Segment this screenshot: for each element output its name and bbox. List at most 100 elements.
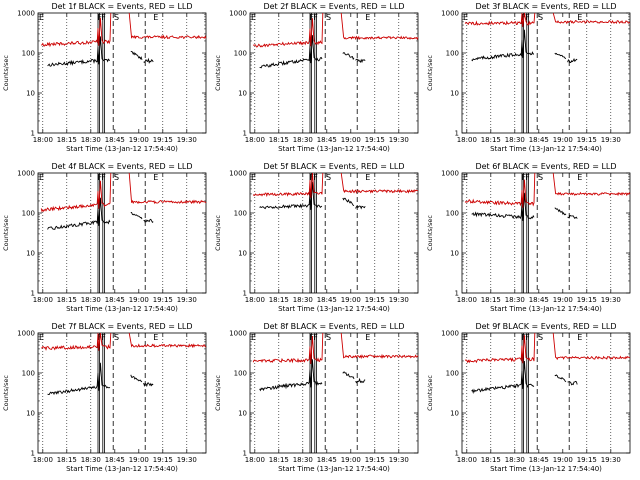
x-axis-label: Start Time (13-Jan-12 17:54:40): [66, 305, 178, 313]
y-tick-label: 10: [238, 410, 247, 418]
x-tick-label: 18:15: [481, 456, 501, 464]
series-line-lld: [340, 172, 419, 194]
series-line-lld: [552, 12, 631, 25]
x-tick-label: 19:15: [577, 136, 597, 144]
marker-label: E: [577, 333, 582, 342]
y-axis-label: Counts/sec: [2, 375, 10, 411]
x-tick-label: 18:30: [81, 296, 101, 304]
series-line-lld: [340, 12, 419, 41]
series-line-events: [471, 192, 535, 221]
marker-label: F: [525, 173, 530, 182]
marker-label: F: [101, 13, 106, 22]
x-tick-label: 19:15: [365, 136, 385, 144]
marker-label: F: [313, 333, 318, 342]
series-line-events: [130, 212, 143, 220]
marker-label: F: [525, 13, 530, 22]
x-tick-label: 19:30: [601, 296, 621, 304]
series-line-lld: [464, 332, 536, 364]
x-tick-label: 18:15: [269, 136, 289, 144]
x-tick-label: 19:00: [129, 296, 149, 304]
plot-frame: [461, 332, 631, 454]
marker-label: S: [326, 13, 331, 22]
x-tick-label: 19:30: [177, 296, 197, 304]
plot-frame: [37, 172, 207, 294]
x-tick-label: 18:30: [505, 136, 525, 144]
marker-label: E: [577, 173, 582, 182]
series-line-events: [47, 36, 111, 67]
x-axis-label: Start Time (13-Jan-12 17:54:40): [278, 465, 390, 473]
y-tick-label: 1: [31, 130, 35, 138]
marker-label: E: [39, 333, 44, 342]
series-line-events: [471, 29, 535, 62]
x-tick-label: 19:00: [341, 296, 361, 304]
y-tick-label: 100: [446, 370, 459, 378]
y-tick-label: 1000: [229, 170, 247, 178]
plot-frame: [37, 332, 207, 454]
y-tick-label: 1000: [441, 10, 459, 18]
x-tick-label: 18:15: [269, 456, 289, 464]
series-line-events: [130, 374, 143, 383]
y-tick-label: 10: [450, 90, 459, 98]
x-tick-label: 19:00: [341, 136, 361, 144]
y-tick-label: 100: [22, 370, 35, 378]
x-tick-label: 18:00: [457, 296, 477, 304]
x-axis-label: Start Time (13-Jan-12 17:54:40): [490, 305, 602, 313]
chart-title: Det 5f BLACK = Events, RED = LLD: [263, 162, 404, 171]
y-axis-label: Counts/sec: [426, 55, 434, 91]
marker-label: E: [463, 333, 468, 342]
x-tick-label: 18:30: [81, 136, 101, 144]
x-tick-label: 18:45: [317, 296, 337, 304]
y-tick-label: 1: [243, 450, 247, 458]
y-axis-label: Counts/sec: [214, 55, 222, 91]
marker-label: E: [153, 173, 158, 182]
chart-title: Det 9f BLACK = Events, RED = LLD: [475, 322, 616, 331]
y-tick-label: 100: [446, 210, 459, 218]
y-tick-label: 10: [26, 90, 35, 98]
marker-label: F: [98, 13, 103, 22]
x-tick-label: 18:30: [293, 456, 313, 464]
plot-frame: [37, 12, 207, 134]
marker-label: E: [463, 173, 468, 182]
series-line-events: [143, 57, 154, 64]
series-line-lld: [128, 12, 207, 40]
x-tick-label: 18:45: [529, 296, 549, 304]
y-axis-label: Counts/sec: [426, 215, 434, 251]
marker-label: S: [326, 173, 331, 182]
chart-title: Det 3f BLACK = Events, RED = LLD: [475, 2, 616, 11]
y-tick-label: 100: [446, 50, 459, 58]
series-line-events: [355, 58, 366, 64]
x-tick-label: 19:00: [553, 456, 573, 464]
x-tick-label: 19:30: [389, 296, 409, 304]
y-tick-label: 1: [455, 290, 459, 298]
series-line-events: [47, 197, 111, 230]
y-tick-label: 1000: [229, 330, 247, 338]
x-tick-label: 19:00: [129, 136, 149, 144]
y-tick-label: 1000: [17, 10, 35, 18]
x-tick-label: 18:00: [457, 136, 477, 144]
series-line-events: [342, 371, 355, 380]
series-line-events: [130, 50, 143, 61]
y-tick-label: 1000: [17, 170, 35, 178]
y-axis-label: Counts/sec: [214, 215, 222, 251]
x-tick-label: 18:30: [293, 136, 313, 144]
y-tick-label: 100: [234, 50, 247, 58]
y-tick-label: 1: [243, 290, 247, 298]
series-line-lld: [464, 12, 536, 27]
x-tick-label: 18:15: [57, 296, 77, 304]
y-tick-label: 10: [26, 410, 35, 418]
x-tick-label: 19:30: [601, 136, 621, 144]
y-tick-label: 100: [22, 210, 35, 218]
detector-chart-4: Det 4f BLACK = Events, RED = LLD Counts/s…: [2, 162, 207, 313]
y-tick-label: 10: [26, 250, 35, 258]
marker-label: E: [365, 333, 370, 342]
x-axis-label: Start Time (13-Jan-12 17:54:40): [278, 145, 390, 153]
series-line-events: [355, 205, 366, 210]
series-line-events: [567, 214, 578, 219]
x-tick-label: 18:30: [293, 296, 313, 304]
detector-chart-3: Det 3f BLACK = Events, RED = LLD Counts/s…: [426, 2, 631, 153]
detector-chart-9: Det 9f BLACK = Events, RED = LLD Counts/s…: [426, 322, 631, 473]
x-tick-label: 19:15: [577, 296, 597, 304]
x-tick-label: 19:15: [577, 456, 597, 464]
series-line-events: [259, 181, 323, 210]
